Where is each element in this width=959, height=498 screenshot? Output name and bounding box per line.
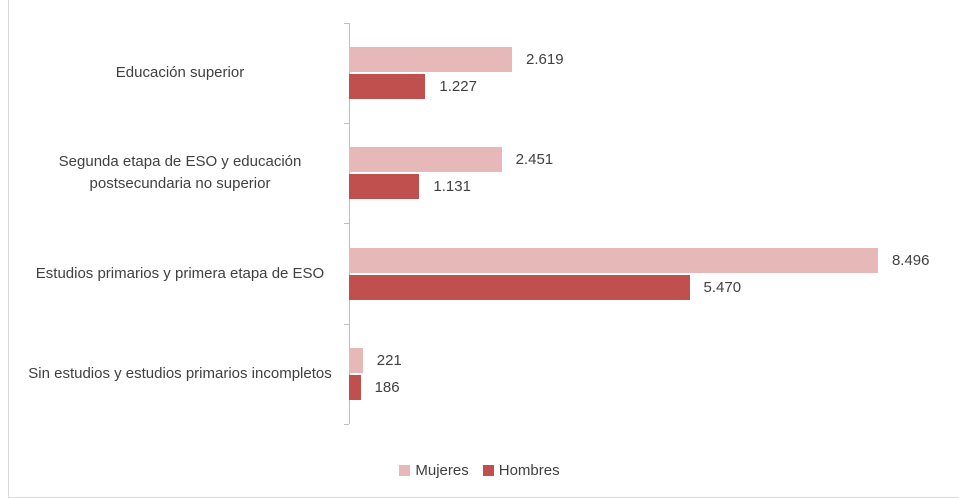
legend-swatch xyxy=(482,465,494,476)
legend-item: Mujeres xyxy=(399,462,469,479)
axis-tick xyxy=(344,23,349,24)
data-label: 1.131 xyxy=(433,178,471,196)
legend-item: Hombres xyxy=(482,462,560,479)
axis-tick xyxy=(344,323,349,325)
data-label: 1.227 xyxy=(439,78,477,96)
axis-tick xyxy=(344,123,349,125)
category-label: Educación superior xyxy=(115,64,245,82)
bar xyxy=(349,274,690,300)
bar xyxy=(349,74,426,100)
bar xyxy=(349,174,420,200)
category-label: Sin estudios y estudios primarios incomp… xyxy=(28,364,332,382)
bar xyxy=(349,374,361,400)
y-axis xyxy=(349,23,350,424)
data-label: 5.470 xyxy=(703,278,742,296)
axis-tick xyxy=(344,223,349,225)
bar xyxy=(349,347,363,373)
data-label: 221 xyxy=(376,351,402,369)
legend-label: Mujeres xyxy=(415,462,469,479)
data-label: 2.619 xyxy=(526,51,564,69)
bar xyxy=(349,47,513,73)
category-label: Segunda etapa de ESO y educación postsec… xyxy=(58,153,302,193)
category-label: Estudios primarios y primera etapa de ES… xyxy=(35,264,325,282)
bar xyxy=(349,147,502,173)
legend-swatch xyxy=(399,465,411,476)
data-label: 186 xyxy=(374,378,400,396)
bar xyxy=(349,247,878,273)
axis-tick xyxy=(344,423,349,425)
legend: Mujeres Hombres xyxy=(0,462,959,479)
data-label: 8.496 xyxy=(891,251,930,269)
data-label: 2.451 xyxy=(515,151,554,169)
legend-label: Hombres xyxy=(498,462,560,479)
